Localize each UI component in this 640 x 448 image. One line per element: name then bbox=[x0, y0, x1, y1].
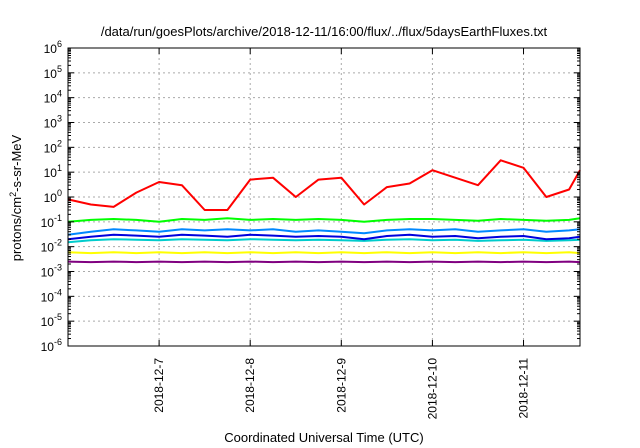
tick-marks bbox=[68, 47, 580, 347]
grid bbox=[68, 48, 580, 346]
y-tick-base: 10 bbox=[44, 67, 58, 81]
y-tick-label: 10-6 bbox=[41, 337, 62, 354]
x-tick-label: 2018-12-7 bbox=[152, 358, 166, 413]
y-tick-exponent: -4 bbox=[54, 287, 62, 297]
y-axis-label-base: protons/cm bbox=[9, 197, 24, 261]
y-tick-label: 103 bbox=[44, 114, 62, 131]
y-tick-labels: 10-610-510-410-310-210-11001011021031041… bbox=[41, 39, 62, 354]
y-tick-exponent: -2 bbox=[54, 238, 62, 248]
series-line-6 bbox=[67, 251, 581, 255]
x-tick-label: 2018-12-10 bbox=[425, 358, 439, 420]
y-tick-exponent: 3 bbox=[57, 114, 62, 124]
y-tick-exponent: -5 bbox=[54, 312, 62, 322]
y-tick-label: 10-2 bbox=[41, 238, 62, 255]
chart-title: /data/run/goesPlots/archive/2018-12-11/1… bbox=[101, 24, 548, 39]
y-tick-exponent: 0 bbox=[57, 188, 62, 198]
y-tick-label: 105 bbox=[44, 64, 62, 81]
series-line-5 bbox=[67, 233, 581, 241]
y-tick-label: 10-1 bbox=[41, 213, 62, 230]
y-tick-label: 10-3 bbox=[41, 263, 62, 280]
y-tick-base: 10 bbox=[44, 141, 58, 155]
series-line-2 bbox=[67, 217, 581, 223]
y-tick-exponent: 4 bbox=[57, 89, 62, 99]
y-tick-exponent: -1 bbox=[54, 213, 62, 223]
series-line-1 bbox=[67, 159, 581, 211]
x-tick-label: 2018-12-8 bbox=[243, 358, 257, 413]
x-tick-labels: 2018-12-7 2018-12-8 2018-12-9 2018-12-10 201… bbox=[152, 358, 530, 420]
x-axis-label: Coordinated Universal Time (UTC) bbox=[224, 430, 423, 445]
series-line-4 bbox=[67, 238, 581, 244]
y-tick-label: 104 bbox=[44, 89, 62, 106]
y-tick-base: 10 bbox=[41, 290, 55, 304]
y-tick-exponent: -3 bbox=[54, 263, 62, 273]
y-tick-base: 10 bbox=[44, 191, 58, 205]
y-tick-exponent: 5 bbox=[57, 64, 62, 74]
y-tick-base: 10 bbox=[41, 241, 55, 255]
y-axis-label: protons/cm2-s-sr-MeV bbox=[8, 134, 24, 261]
y-tick-base: 10 bbox=[44, 117, 58, 131]
y-tick-exponent: 2 bbox=[57, 138, 62, 148]
y-tick-label: 100 bbox=[44, 188, 62, 205]
y-axis-label-rest: -s-sr-MeV bbox=[9, 134, 24, 191]
y-tick-base: 10 bbox=[44, 166, 58, 180]
y-tick-exponent: -6 bbox=[54, 337, 62, 347]
x-tick-label: 2018-12-11 bbox=[517, 358, 531, 419]
series-line-7 bbox=[67, 260, 581, 264]
y-tick-base: 10 bbox=[44, 42, 58, 56]
x-tick-label: 2018-12-9 bbox=[334, 358, 348, 413]
series-line-3 bbox=[67, 228, 581, 236]
y-tick-label: 10-5 bbox=[41, 312, 62, 329]
y-tick-base: 10 bbox=[44, 92, 58, 106]
y-tick-base: 10 bbox=[41, 266, 55, 280]
y-axis-label-sup: 2 bbox=[8, 192, 18, 197]
y-tick-label: 102 bbox=[44, 138, 62, 155]
y-tick-base: 10 bbox=[41, 315, 55, 329]
y-tick-label: 101 bbox=[44, 163, 62, 180]
y-tick-exponent: 1 bbox=[57, 163, 62, 173]
y-tick-exponent: 6 bbox=[57, 39, 62, 49]
y-tick-base: 10 bbox=[41, 340, 55, 354]
y-tick-label: 106 bbox=[44, 39, 62, 56]
y-tick-base: 10 bbox=[41, 216, 55, 230]
y-tick-label: 10-4 bbox=[41, 287, 62, 304]
series-layer bbox=[67, 159, 581, 264]
